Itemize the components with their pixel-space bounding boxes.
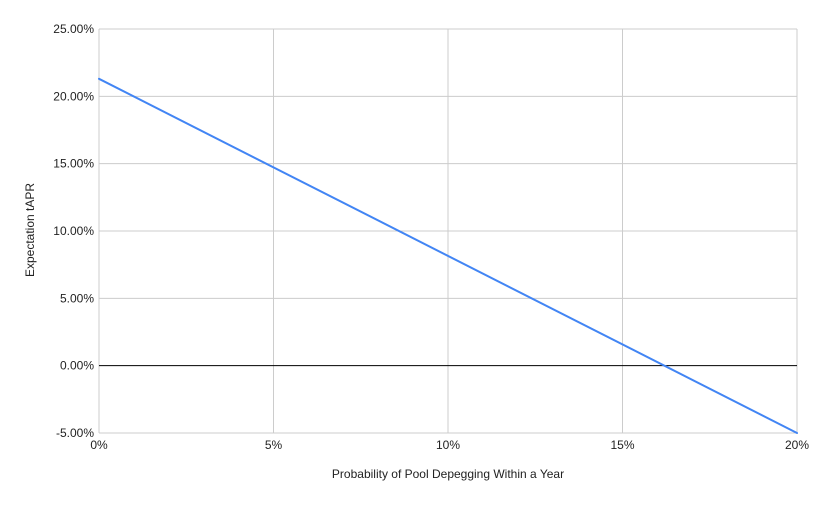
y-tick-label: 5.00% bbox=[60, 291, 94, 305]
y-tick-label: 25.00% bbox=[53, 22, 94, 36]
x-tick-label: 5% bbox=[265, 438, 283, 452]
x-tick-label: 20% bbox=[785, 438, 809, 452]
x-tick-label: 0% bbox=[90, 438, 108, 452]
x-axis-tick-labels: 0% 5% 10% 15% 20% bbox=[90, 438, 809, 452]
x-tick-label: 15% bbox=[610, 438, 634, 452]
y-axis-title: Expectation tAPR bbox=[23, 183, 37, 277]
series-lines bbox=[98, 77, 798, 434]
y-tick-label: -5.00% bbox=[56, 426, 94, 440]
x-axis-title: Probability of Pool Depegging Within a Y… bbox=[332, 467, 564, 481]
y-tick-label: 15.00% bbox=[53, 157, 94, 171]
y-tick-label: 20.00% bbox=[53, 89, 94, 103]
x-tick-label: 10% bbox=[436, 438, 460, 452]
y-tick-label: 10.00% bbox=[53, 224, 94, 238]
grid-lines bbox=[98, 28, 798, 434]
y-tick-label: 0.00% bbox=[60, 359, 94, 373]
y-axis-tick-labels: -5.00% 0.00% 5.00% 10.00% 15.00% 20.00% 25.00% bbox=[53, 22, 94, 440]
series-line bbox=[98, 77, 798, 434]
